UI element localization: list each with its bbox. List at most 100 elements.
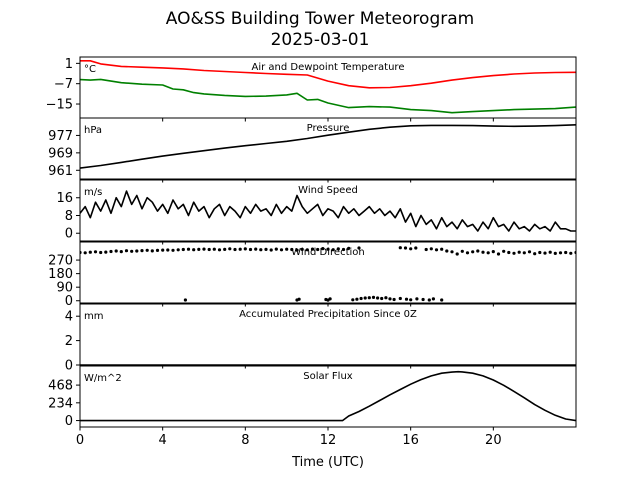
panel-3-point-75 bbox=[512, 251, 516, 255]
panel-3-ytick-label-0: 270 bbox=[48, 254, 73, 269]
panel-3-point-84 bbox=[558, 251, 563, 255]
panel-3-point-94 bbox=[351, 298, 355, 302]
panel-3-point-73 bbox=[502, 249, 506, 253]
panel-1-ytick-label-2: 961 bbox=[48, 164, 73, 179]
panel-1-title: Pressure bbox=[307, 123, 350, 134]
panel-3-point-22 bbox=[192, 248, 196, 252]
panel-3-point-55 bbox=[403, 246, 408, 250]
panel-5-ytick-label-0: 468 bbox=[48, 379, 73, 394]
panel-3-point-24 bbox=[202, 247, 206, 251]
panel-3-point-58 bbox=[424, 247, 428, 252]
panel-3-point-13 bbox=[145, 248, 149, 252]
panel-3-point-102 bbox=[384, 296, 388, 300]
panel-2-title: Wind Speed bbox=[298, 185, 358, 196]
panel-3-point-96 bbox=[359, 296, 363, 301]
panel-3-point-30 bbox=[233, 247, 237, 252]
panel-0-series-0 bbox=[80, 59, 576, 89]
panel-0-data bbox=[80, 59, 576, 114]
panel-3-point-43 bbox=[300, 247, 304, 251]
panel-3-point-101 bbox=[380, 296, 384, 301]
panel-3-title: Wind Direction bbox=[291, 247, 365, 258]
panel-3-point-69 bbox=[481, 250, 485, 254]
panel-3-point-81 bbox=[543, 251, 547, 255]
panel-3-ytick-label-2: 90 bbox=[56, 281, 73, 296]
panel-3-point-109 bbox=[421, 297, 425, 302]
panel-3-point-104 bbox=[392, 297, 396, 302]
panel-0-unit-label: °C bbox=[84, 64, 96, 75]
panel-3-point-72 bbox=[496, 252, 501, 256]
panel-3-ytick-label-3: 0 bbox=[65, 294, 73, 309]
panel-3-point-77 bbox=[522, 251, 526, 255]
panel-3-point-63 bbox=[450, 250, 454, 254]
panel-3-point-19 bbox=[176, 248, 180, 252]
panel-3-point-67 bbox=[471, 250, 475, 254]
panel-3-point-65 bbox=[460, 249, 464, 253]
panel-3-point-80 bbox=[538, 250, 542, 255]
panel-3-point-64 bbox=[455, 252, 459, 256]
x-tick-label-1: 4 bbox=[159, 433, 167, 448]
panel-2-data bbox=[80, 190, 576, 232]
panel-0-ytick-label-1: −7 bbox=[54, 77, 73, 92]
panel-0: 1 −7 −15 °C Air and Dewpoint Temperature bbox=[46, 56, 577, 122]
panel-3-point-46 bbox=[316, 247, 320, 252]
x-tick-label-3: 12 bbox=[320, 433, 337, 448]
panels-group: 1−7−15°C Air and Dewpoint Temperature 977 9… bbox=[46, 56, 577, 431]
panel-1-ytick-label-0: 977 bbox=[48, 129, 73, 144]
panel-1-data bbox=[80, 124, 576, 169]
panel-2-ytick-label-0: 16 bbox=[56, 191, 73, 206]
panel-2: 16 8 0 m/s Wind Speed bbox=[56, 179, 577, 245]
panel-3-point-79 bbox=[533, 252, 537, 256]
panel-3-point-86 bbox=[569, 251, 573, 255]
panel-3-point-76 bbox=[517, 250, 521, 254]
panel-3-point-66 bbox=[465, 251, 470, 255]
panel-5-ytick-label-2: 0 bbox=[65, 414, 73, 429]
panel-1-series-0 bbox=[80, 124, 576, 169]
panel-4-ytick-label-2: 0 bbox=[65, 359, 73, 374]
panel-2-ytick-label-1: 8 bbox=[65, 209, 73, 224]
panel-3-point-83 bbox=[553, 251, 557, 255]
panel-3-point-107 bbox=[409, 298, 413, 302]
panel-3-point-44 bbox=[305, 248, 309, 252]
panel-3-point-6 bbox=[109, 249, 113, 254]
panel-0-series-1 bbox=[80, 78, 576, 114]
panel-1-ytick-label-1: 969 bbox=[48, 146, 73, 161]
panel-3-point-23 bbox=[197, 247, 201, 251]
panel-3-point-110 bbox=[427, 298, 431, 302]
panel-3-data bbox=[80, 246, 576, 302]
panel-3-point-53 bbox=[357, 246, 361, 250]
panel-3-point-20 bbox=[181, 247, 185, 252]
panel-3-point-40 bbox=[285, 247, 289, 251]
panel-2-ytick-label-2: 0 bbox=[65, 227, 73, 242]
panel-4-ytick-label-0: 4 bbox=[65, 310, 73, 325]
panel-3-point-41 bbox=[290, 247, 294, 252]
panel-3-point-85 bbox=[564, 250, 568, 255]
panel-3-point-74 bbox=[507, 250, 511, 255]
figure-date: 2025-03-01 bbox=[271, 30, 370, 50]
panel-3-point-51 bbox=[341, 247, 346, 252]
panel-3-point-8 bbox=[119, 250, 123, 254]
panel-3-point-62 bbox=[445, 249, 449, 253]
panel-3-point-70 bbox=[486, 251, 490, 255]
panel-3-point-68 bbox=[476, 249, 480, 253]
panel-3-point-111 bbox=[431, 297, 435, 301]
panel-3-point-100 bbox=[376, 296, 380, 300]
panel-4-ytick-label-1: 2 bbox=[65, 334, 73, 349]
panel-5-data bbox=[80, 370, 576, 422]
panel-3-point-2 bbox=[88, 250, 92, 254]
figure-title: AO&SS Building Tower Meteorogram bbox=[166, 9, 474, 29]
panel-3-point-5 bbox=[104, 250, 108, 254]
panel-3-point-95 bbox=[355, 297, 359, 301]
panel-3-point-36 bbox=[264, 247, 268, 251]
x-axis-label: Time (UTC) bbox=[291, 455, 364, 470]
panel-3-point-4 bbox=[99, 250, 103, 255]
panel-4-title: Accumulated Precipitation Since 0Z bbox=[239, 309, 417, 320]
x-tick-label-5: 20 bbox=[485, 433, 502, 448]
panel-3-point-56 bbox=[409, 247, 413, 251]
panel-3-point-54 bbox=[398, 246, 402, 250]
panel-3-point-1 bbox=[83, 251, 87, 255]
panel-2-series-0 bbox=[80, 190, 576, 232]
panel-3-point-14 bbox=[150, 249, 154, 253]
panel-3-point-29 bbox=[228, 247, 232, 251]
